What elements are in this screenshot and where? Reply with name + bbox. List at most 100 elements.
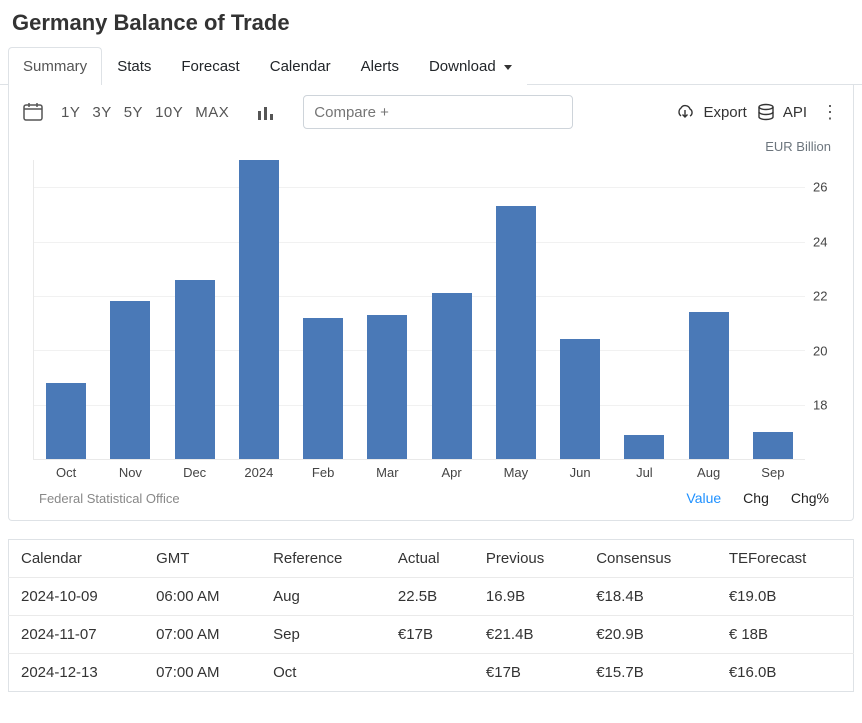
tab-download[interactable]: Download bbox=[414, 47, 527, 85]
bar[interactable] bbox=[496, 206, 536, 459]
bar-slot: Sep bbox=[741, 160, 805, 459]
xtick-label: Aug bbox=[697, 465, 720, 480]
bar[interactable] bbox=[239, 160, 279, 459]
chevron-down-icon bbox=[504, 65, 512, 70]
tab-stats[interactable]: Stats bbox=[102, 47, 166, 85]
ytick-label: 22 bbox=[813, 289, 827, 304]
cell-gmt: 07:00 AM bbox=[144, 616, 261, 654]
bar[interactable] bbox=[367, 315, 407, 459]
tab-summary[interactable]: Summary bbox=[8, 47, 102, 85]
col-actual[interactable]: Actual bbox=[386, 540, 474, 578]
metric-value[interactable]: Value bbox=[686, 490, 721, 506]
api-label: API bbox=[783, 104, 807, 121]
chart-area: OctNovDec2024FebMarAprMayJunJulAugSep 18… bbox=[9, 156, 853, 460]
page-title: Germany Balance of Trade bbox=[0, 0, 862, 46]
range-5y[interactable]: 5Y bbox=[124, 104, 143, 121]
more-menu-icon[interactable]: ⋮ bbox=[817, 102, 843, 123]
col-consensus[interactable]: Consensus bbox=[584, 540, 717, 578]
xtick-label: Oct bbox=[56, 465, 76, 480]
cell-actual bbox=[386, 654, 474, 692]
col-calendar[interactable]: Calendar bbox=[9, 540, 145, 578]
xtick-label: Feb bbox=[312, 465, 334, 480]
cell-calendar: 2024-10-09 bbox=[9, 578, 145, 616]
xtick-label: Apr bbox=[442, 465, 462, 480]
bar[interactable] bbox=[175, 280, 215, 459]
bar[interactable] bbox=[432, 293, 472, 459]
bar-slot: 2024 bbox=[227, 160, 291, 459]
metric-toggles: Value Chg Chg% bbox=[686, 490, 829, 506]
cell-consensus: €20.9B bbox=[584, 616, 717, 654]
tab-calendar[interactable]: Calendar bbox=[255, 47, 346, 85]
compare-input[interactable] bbox=[303, 95, 573, 129]
bar-slot: Apr bbox=[420, 160, 484, 459]
calendar-icon[interactable] bbox=[23, 103, 43, 121]
database-icon bbox=[757, 103, 775, 121]
cloud-download-icon bbox=[675, 104, 695, 120]
bar-slot: Jul bbox=[612, 160, 676, 459]
tabs-bar: SummaryStatsForecastCalendarAlertsDownlo… bbox=[0, 46, 862, 85]
ytick-label: 26 bbox=[813, 180, 827, 195]
bar[interactable] bbox=[689, 312, 729, 459]
col-gmt[interactable]: GMT bbox=[144, 540, 261, 578]
col-teforecast[interactable]: TEForecast bbox=[717, 540, 854, 578]
cell-teforecast: €19.0B bbox=[717, 578, 854, 616]
range-max[interactable]: MAX bbox=[195, 104, 229, 121]
table-row: 2024-12-1307:00 AMOct€17B€15.7B€16.0B bbox=[9, 654, 854, 692]
bar[interactable] bbox=[560, 339, 600, 459]
cell-calendar: 2024-11-07 bbox=[9, 616, 145, 654]
cell-teforecast: € 18B bbox=[717, 616, 854, 654]
cell-reference: Oct bbox=[261, 654, 386, 692]
chart-toolbar: 1Y 3Y 5Y 10Y MAX Export API ⋮ bbox=[9, 85, 853, 135]
cell-actual: €17B bbox=[386, 616, 474, 654]
chart-yaxis: 1820222426 bbox=[805, 160, 845, 460]
xtick-label: Jul bbox=[636, 465, 653, 480]
cell-gmt: 06:00 AM bbox=[144, 578, 261, 616]
bar[interactable] bbox=[46, 383, 86, 459]
range-10y[interactable]: 10Y bbox=[155, 104, 183, 121]
cell-teforecast: €16.0B bbox=[717, 654, 854, 692]
xtick-label: May bbox=[504, 465, 529, 480]
api-button[interactable]: API bbox=[757, 103, 807, 121]
chart-type-icon[interactable] bbox=[257, 104, 275, 120]
ytick-label: 24 bbox=[813, 234, 827, 249]
cell-actual: 22.5B bbox=[386, 578, 474, 616]
cell-reference: Aug bbox=[261, 578, 386, 616]
cell-reference: Sep bbox=[261, 616, 386, 654]
cell-consensus: €15.7B bbox=[584, 654, 717, 692]
tab-forecast[interactable]: Forecast bbox=[166, 47, 254, 85]
xtick-label: Nov bbox=[119, 465, 142, 480]
cell-gmt: 07:00 AM bbox=[144, 654, 261, 692]
bar-slot: Feb bbox=[291, 160, 355, 459]
bar-slot: May bbox=[484, 160, 548, 459]
chart-plot: OctNovDec2024FebMarAprMayJunJulAugSep bbox=[33, 160, 805, 460]
export-button[interactable]: Export bbox=[675, 104, 746, 121]
bar[interactable] bbox=[624, 435, 664, 459]
bar[interactable] bbox=[303, 318, 343, 459]
xtick-label: Sep bbox=[761, 465, 784, 480]
col-previous[interactable]: Previous bbox=[474, 540, 584, 578]
bar[interactable] bbox=[110, 301, 150, 459]
xtick-label: Mar bbox=[376, 465, 398, 480]
table-row: 2024-10-0906:00 AMAug22.5B16.9B€18.4B€19… bbox=[9, 578, 854, 616]
calendar-table: CalendarGMTReferenceActualPreviousConsen… bbox=[8, 539, 854, 692]
ytick-label: 18 bbox=[813, 398, 827, 413]
bar[interactable] bbox=[753, 432, 793, 459]
metric-chg[interactable]: Chg bbox=[743, 490, 769, 506]
bar-slot: Jun bbox=[548, 160, 612, 459]
col-reference[interactable]: Reference bbox=[261, 540, 386, 578]
chart-panel: 1Y3Y5Y10YMAX Export API ⋮ EUR Billion Oc… bbox=[8, 85, 854, 521]
bar-slot: Dec bbox=[163, 160, 227, 459]
tab-alerts[interactable]: Alerts bbox=[346, 47, 414, 85]
xtick-label: Jun bbox=[570, 465, 591, 480]
table-body: 2024-10-0906:00 AMAug22.5B16.9B€18.4B€19… bbox=[9, 578, 854, 692]
export-label: Export bbox=[703, 104, 746, 121]
range-1y[interactable]: 1Y bbox=[61, 104, 80, 121]
range-3y[interactable]: 3Y bbox=[92, 104, 111, 121]
cell-consensus: €18.4B bbox=[584, 578, 717, 616]
metric-chgpct[interactable]: Chg% bbox=[791, 490, 829, 506]
bar-slot: Oct bbox=[34, 160, 98, 459]
cell-calendar: 2024-12-13 bbox=[9, 654, 145, 692]
range-group: 1Y 3Y 5Y 10Y MAX bbox=[61, 104, 229, 121]
bar-slot: Mar bbox=[355, 160, 419, 459]
xtick-label: Dec bbox=[183, 465, 206, 480]
